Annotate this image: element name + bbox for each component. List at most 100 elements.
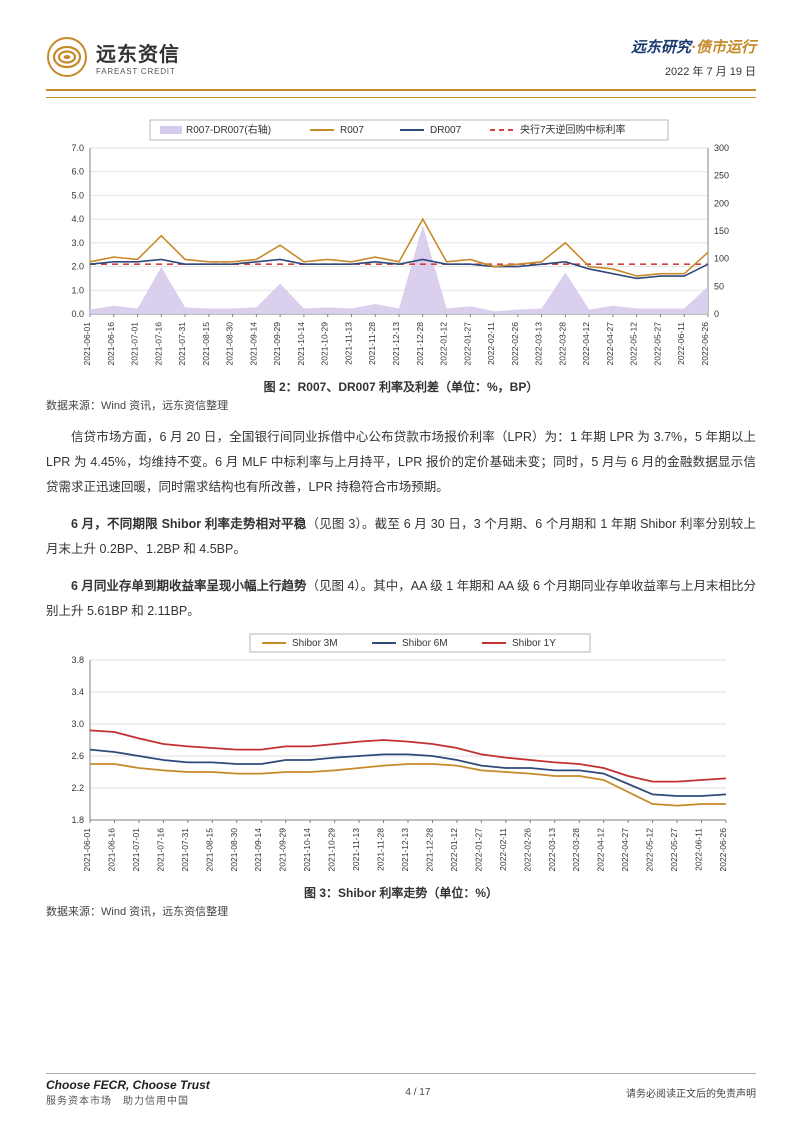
svg-text:2022-04-12: 2022-04-12	[581, 322, 591, 366]
svg-text:2021-12-28: 2021-12-28	[424, 828, 434, 872]
svg-text:2022-01-12: 2022-01-12	[449, 828, 459, 872]
svg-text:1.0: 1.0	[71, 285, 84, 295]
svg-text:2022-03-28: 2022-03-28	[557, 322, 567, 366]
svg-text:6.0: 6.0	[71, 167, 84, 177]
svg-text:2022-06-11: 2022-06-11	[676, 322, 686, 365]
svg-text:2021-09-14: 2021-09-14	[253, 828, 263, 872]
svg-text:2022-02-11: 2022-02-11	[498, 828, 508, 871]
svg-text:250: 250	[714, 171, 729, 181]
svg-text:2021-07-16: 2021-07-16	[155, 828, 165, 872]
svg-text:2021-07-01: 2021-07-01	[130, 322, 140, 366]
svg-text:2021-10-14: 2021-10-14	[302, 828, 312, 872]
chart3-svg: Shibor 3MShibor 6MShibor 1Y1.82.22.63.03…	[46, 632, 746, 882]
page-header: 远东资信 FAREAST CREDIT 远东研究·债市运行 2022 年 7 月…	[46, 36, 756, 79]
svg-text:2021-09-14: 2021-09-14	[248, 322, 258, 366]
footer-slogan-en: Choose FECR, Choose Trust	[46, 1078, 210, 1092]
svg-text:DR007: DR007	[430, 125, 462, 136]
svg-text:2022-04-27: 2022-04-27	[605, 322, 615, 366]
svg-text:2021-06-16: 2021-06-16	[106, 322, 116, 366]
svg-text:2.0: 2.0	[71, 262, 84, 272]
svg-text:2021-11-13: 2021-11-13	[351, 828, 361, 871]
svg-text:5.0: 5.0	[71, 190, 84, 200]
svg-text:2021-06-16: 2021-06-16	[106, 828, 116, 872]
para-2-bold: 6 月，不同期限 Shibor 利率走势相对平稳	[71, 517, 307, 531]
svg-text:100: 100	[714, 254, 729, 264]
para-2: 6 月，不同期限 Shibor 利率走势相对平稳（见图 3）。截至 6 月 30…	[46, 512, 756, 562]
chart2-block: R007-DR007(右轴) R007 DR007 央行7天逆回购中标利率 0.0 1.0…	[46, 116, 756, 413]
logo-en: FAREAST CREDIT	[96, 67, 180, 76]
svg-text:R007-DR007(右轴): R007-DR007(右轴)	[186, 123, 271, 136]
svg-text:0.0: 0.0	[71, 309, 84, 319]
svg-text:2022-01-27: 2022-01-27	[473, 828, 483, 872]
svg-text:2021-12-13: 2021-12-13	[400, 828, 410, 872]
svg-text:Shibor 1Y: Shibor 1Y	[512, 638, 556, 649]
svg-text:300: 300	[714, 143, 729, 153]
svg-text:2021-08-30: 2021-08-30	[225, 322, 235, 366]
svg-text:2021-07-31: 2021-07-31	[177, 322, 187, 366]
svg-text:央行7天逆回购中标利率: 央行7天逆回购中标利率	[520, 123, 626, 136]
svg-text:2022-06-26: 2022-06-26	[700, 322, 710, 366]
svg-text:3.4: 3.4	[71, 687, 84, 697]
svg-text:2021-07-01: 2021-07-01	[131, 828, 141, 872]
svg-text:2021-10-14: 2021-10-14	[296, 322, 306, 366]
footer-row: Choose FECR, Choose Trust 服务资本市场 助力信用中国 …	[46, 1078, 756, 1107]
svg-text:50: 50	[714, 281, 724, 291]
header-right: 远东研究·债市运行 2022 年 7 月 19 日	[631, 36, 756, 79]
svg-text:2021-08-30: 2021-08-30	[229, 828, 239, 872]
svg-text:2021-06-01: 2021-06-01	[82, 828, 92, 872]
footer-slogan-cn: 服务资本市场 助力信用中国	[46, 1092, 210, 1107]
header-date: 2022 年 7 月 19 日	[631, 63, 756, 79]
svg-text:2022-06-26: 2022-06-26	[718, 828, 728, 872]
svg-text:2021-09-29: 2021-09-29	[272, 322, 282, 366]
logo-text: 远东资信 FAREAST CREDIT	[96, 38, 180, 76]
svg-text:R007: R007	[340, 125, 364, 136]
svg-text:2022-05-12: 2022-05-12	[645, 828, 655, 872]
svg-text:2022-01-12: 2022-01-12	[439, 322, 449, 366]
svg-text:2022-02-26: 2022-02-26	[510, 322, 520, 366]
svg-text:2.2: 2.2	[71, 783, 84, 793]
logo-cn: 远东资信	[96, 38, 180, 67]
svg-text:2022-05-27: 2022-05-27	[669, 828, 679, 872]
svg-text:200: 200	[714, 198, 729, 208]
svg-text:Shibor 6M: Shibor 6M	[402, 638, 448, 649]
svg-text:2021-09-29: 2021-09-29	[278, 828, 288, 872]
logo-block: 远东资信 FAREAST CREDIT	[46, 36, 180, 78]
footer-page: 4 / 17	[405, 1087, 430, 1098]
svg-text:2021-06-01: 2021-06-01	[82, 322, 92, 366]
svg-text:2021-07-31: 2021-07-31	[180, 828, 190, 872]
svg-text:1.8: 1.8	[71, 815, 84, 825]
header-rule	[46, 89, 756, 91]
footer-rule	[46, 1073, 756, 1074]
svg-text:2021-10-29: 2021-10-29	[327, 828, 337, 872]
svg-text:2022-03-28: 2022-03-28	[571, 828, 581, 872]
chart3-block: Shibor 3MShibor 6MShibor 1Y1.82.22.63.03…	[46, 632, 756, 919]
svg-text:2022-03-13: 2022-03-13	[534, 322, 544, 366]
svg-text:2022-02-11: 2022-02-11	[486, 322, 496, 365]
footer-left: Choose FECR, Choose Trust 服务资本市场 助力信用中国	[46, 1078, 210, 1107]
svg-text:2022-05-12: 2022-05-12	[629, 322, 639, 366]
chart2-caption: 图 2：R007、DR007 利率及利差（单位：%，BP）	[46, 378, 756, 395]
title-a: 远东研究	[631, 39, 691, 56]
svg-text:2021-11-28: 2021-11-28	[367, 322, 377, 365]
svg-text:0: 0	[714, 309, 719, 319]
chart3-caption: 图 3：Shibor 利率走势（单位：%）	[46, 884, 756, 901]
svg-text:2022-03-13: 2022-03-13	[547, 828, 557, 872]
svg-text:2.6: 2.6	[71, 751, 84, 761]
footer-disclaimer: 请务必阅读正文后的免责声明	[626, 1085, 756, 1100]
svg-text:2022-04-27: 2022-04-27	[620, 828, 630, 872]
chart2-svg: R007-DR007(右轴) R007 DR007 央行7天逆回购中标利率 0.0 1.0…	[46, 116, 746, 376]
svg-text:3.8: 3.8	[71, 655, 84, 665]
svg-text:3.0: 3.0	[71, 719, 84, 729]
svg-text:2021-10-29: 2021-10-29	[320, 322, 330, 366]
svg-text:2021-11-13: 2021-11-13	[343, 322, 353, 365]
svg-text:2022-04-12: 2022-04-12	[596, 828, 606, 872]
header-rule-thin	[46, 97, 756, 98]
svg-text:2021-12-28: 2021-12-28	[415, 322, 425, 366]
para-3-bold: 6 月同业存单到期收益率呈现小幅上行趋势	[71, 579, 307, 593]
svg-text:7.0: 7.0	[71, 143, 84, 153]
svg-text:3.0: 3.0	[71, 238, 84, 248]
svg-text:2021-08-15: 2021-08-15	[201, 322, 211, 366]
svg-text:2021-07-16: 2021-07-16	[153, 322, 163, 366]
logo-icon	[46, 36, 88, 78]
para-1: 信贷市场方面，6 月 20 日，全国银行间同业拆借中心公布贷款市场报价利率（LP…	[46, 425, 756, 500]
